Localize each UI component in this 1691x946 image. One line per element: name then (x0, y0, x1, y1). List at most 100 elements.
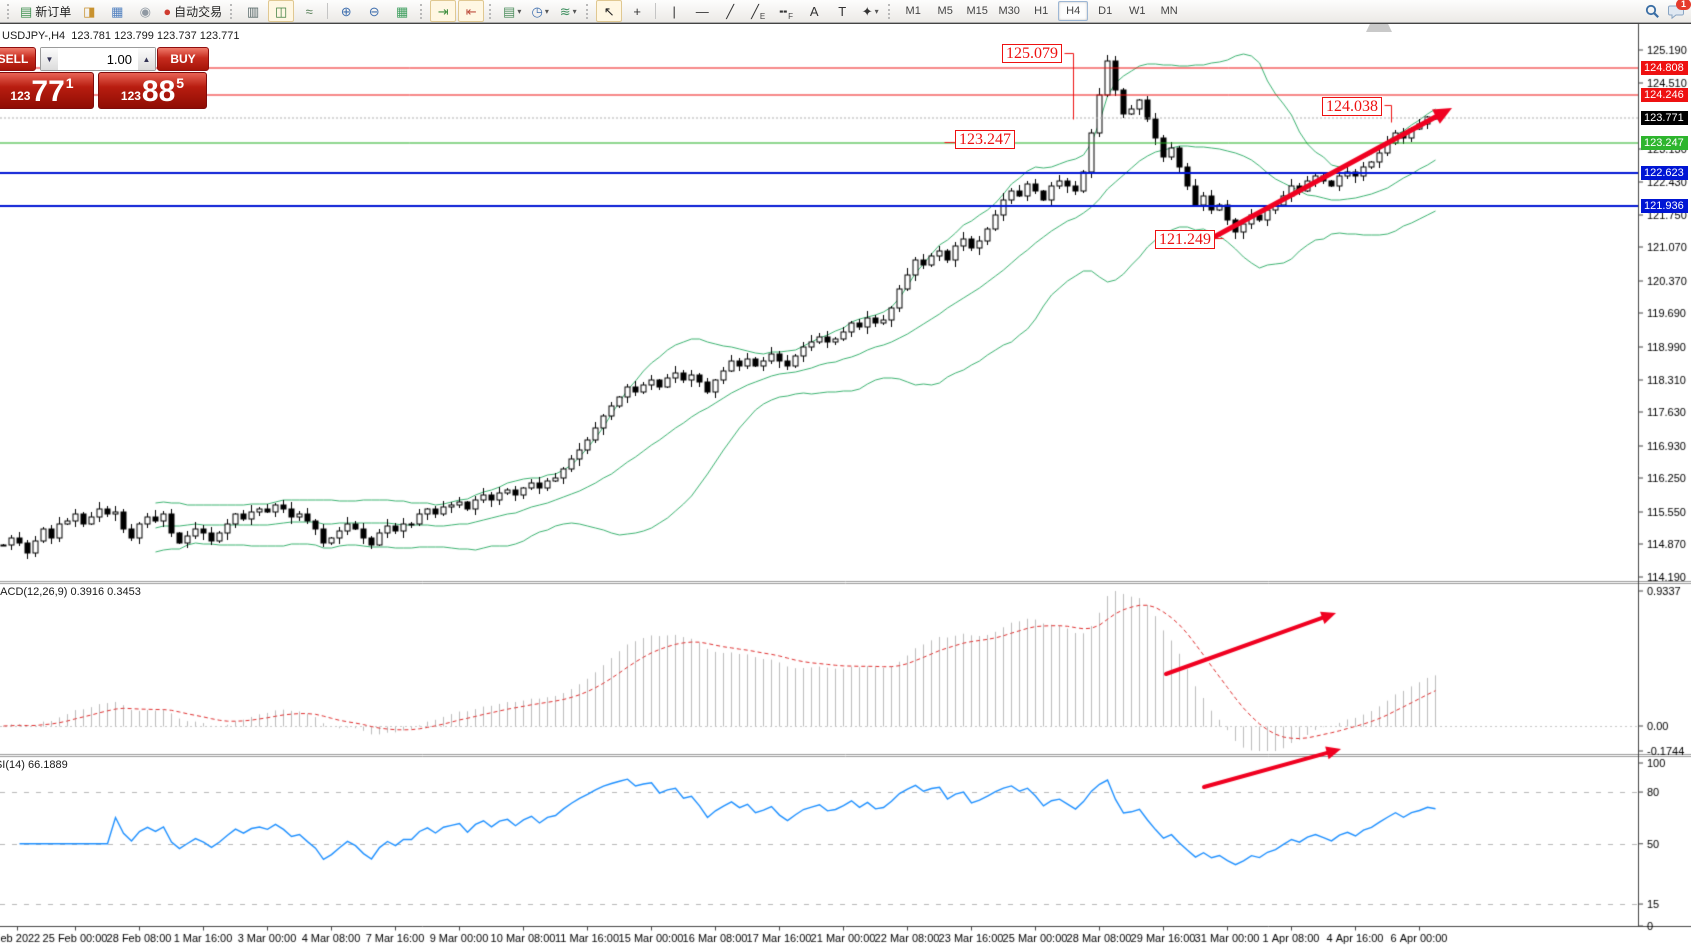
autotrading-icon: ● (163, 3, 172, 19)
arrows-icon: ✦ (861, 3, 873, 19)
dropdown-caret-icon: ▾ (544, 6, 549, 16)
equidistant-channel-icon: ╱ (751, 3, 759, 19)
price-tag-bid: 123.771 (1641, 111, 1688, 125)
text-label-button[interactable]: T (829, 0, 855, 22)
text-button[interactable]: A (801, 0, 827, 22)
timeframe-button-mn[interactable]: MN (1160, 5, 1178, 17)
toolbar-grip (420, 3, 425, 19)
new-order-label: 新订单 (35, 4, 72, 19)
volume-stepper: ▼ ▲ (40, 47, 156, 71)
toolbar-separator (327, 3, 329, 19)
autotrading-label: 自动交易 (174, 4, 223, 19)
auto-scroll-icon: ⇤ (465, 3, 477, 19)
timeframe-button-w1[interactable]: W1 (1128, 5, 1146, 17)
text-icon: A (809, 3, 819, 19)
volume-decrease-button[interactable]: ▼ (41, 48, 58, 70)
toolbar-grip (230, 3, 235, 19)
zoom-out-button[interactable]: ⊖ (361, 0, 387, 22)
profiles-icon: ◷ (531, 3, 543, 19)
zoom-in-button[interactable]: ⊕ (333, 0, 359, 22)
buy-button[interactable]: BUY (157, 47, 209, 71)
equidistant-channel-button[interactable]: ╱ E (745, 0, 771, 22)
tile-windows-button[interactable]: ▦ (389, 0, 415, 22)
timeframe-button-d1[interactable]: D1 (1098, 5, 1113, 17)
text-label-icon: T (838, 3, 847, 19)
macd-indicator-label: MACD(12,26,9) 0.3916 0.3453 (0, 586, 141, 598)
sell-button[interactable]: SELL (0, 47, 36, 71)
new-chart-button[interactable]: ▤ ▾ (499, 0, 525, 22)
toolbar-grip (586, 3, 591, 19)
timeframe-button-m5[interactable]: M5 (937, 5, 953, 17)
charts-window-button[interactable]: ▦ (104, 0, 130, 22)
profiles-button[interactable]: ◷ ▾ (527, 0, 553, 22)
dropdown-caret-icon: ▾ (572, 6, 577, 16)
cursor-icon: ↖ (603, 3, 615, 19)
new-order-button[interactable]: ▤ 新订单 (17, 0, 74, 22)
price-tag-resistance-2: 124.246 (1641, 88, 1688, 102)
callout-123247[interactable]: 123.247 (955, 130, 1015, 149)
vertical-line-button[interactable]: | (661, 0, 687, 22)
fibonacci-icon: ╍ (779, 3, 788, 19)
cursor-button[interactable]: ↖ (596, 0, 623, 22)
buy-price-integer: 123 (120, 89, 141, 103)
panel-collapse-tab[interactable] (1366, 24, 1392, 32)
buy-price-point: 5 (176, 75, 185, 91)
timeframe-button-h4[interactable]: H4 (1058, 1, 1089, 21)
indicators-icon: ≋ (559, 3, 571, 19)
search-icon[interactable] (1641, 1, 1663, 21)
bar-chart-button[interactable]: ▥ (240, 0, 266, 22)
signals-button[interactable]: ◉ (132, 0, 158, 22)
price-tag-support-green: 123.247 (1641, 136, 1688, 150)
autotrading-button[interactable]: ● 自动交易 (160, 0, 225, 22)
zoom-in-icon: ⊕ (340, 3, 352, 19)
new-chart-icon: ▤ (503, 3, 516, 19)
zoom-out-icon: ⊖ (368, 3, 380, 19)
toolbar-separator (655, 3, 657, 19)
timeframe-button-m15[interactable]: M15 (966, 5, 988, 17)
toolbar-grip (7, 3, 12, 19)
sell-price-display[interactable]: 123 77 1 (0, 72, 94, 109)
sell-price-integer: 123 (10, 89, 31, 103)
sell-price-pips: 77 (31, 75, 65, 108)
timeframe-button-m1[interactable]: M1 (905, 5, 921, 17)
fibonacci-button[interactable]: ╍ F (773, 0, 799, 22)
vertical-line-icon: | (672, 3, 676, 19)
quotes-icon: ◨ (83, 3, 96, 19)
dropdown-caret-icon: ▾ (874, 6, 879, 16)
icon-sub-letter: F (788, 12, 794, 21)
charts-window-icon: ▦ (111, 3, 124, 19)
arrows-button[interactable]: ✦ ▾ (857, 0, 883, 22)
crosshair-button[interactable]: + (624, 0, 650, 22)
volume-increase-button[interactable]: ▲ (138, 48, 155, 70)
timeframe-button-m30[interactable]: M30 (998, 5, 1020, 17)
volume-input[interactable] (58, 48, 138, 70)
sell-price-point: 1 (65, 75, 74, 91)
buy-price-pips: 88 (141, 75, 176, 108)
chart-shift-icon: ⇥ (437, 3, 449, 19)
chat-icon[interactable]: 1 (1665, 0, 1691, 21)
price-tag-resistance-1: 124.808 (1641, 61, 1688, 75)
chart-region: USDJPY-,H4 123.781 123.799 123.737 123.7… (0, 23, 1691, 946)
trendline-button[interactable]: ╱ (717, 0, 743, 22)
callout-121249[interactable]: 121.249 (1155, 230, 1215, 249)
buy-price-display[interactable]: 123 88 5 (98, 72, 207, 109)
toolbar: ▤ 新订单 ◨ ▦ ◉ ● 自动交易 ▥ ◫ ≈ ⊕ ⊖ ▦ ⇥ ⇤ ▤ ▾ ◷ ▾ ≋ ▾ ↖ + | — ╱ ╱ E ╍ F A T ✦ ▾ M… (0, 0, 1691, 23)
horizontal-line-button[interactable]: — (689, 0, 715, 22)
auto-scroll-button[interactable]: ⇤ (458, 0, 485, 22)
crosshair-icon: + (633, 3, 641, 19)
symbol-ohlc-label: USDJPY-,H4 123.781 123.799 123.737 123.7… (2, 30, 240, 42)
indicators-button[interactable]: ≋ ▾ (555, 0, 581, 22)
bar-chart-icon: ▥ (247, 3, 260, 19)
one-click-trading-panel: SELL ▼ ▲ BUY 123 77 1 123 88 5 (0, 47, 209, 132)
new-order-icon: ▤ (20, 3, 33, 19)
quotes-button[interactable]: ◨ (76, 0, 102, 22)
candlestick-chart-button[interactable]: ◫ (268, 0, 295, 22)
timeframe-button-h1[interactable]: H1 (1034, 5, 1049, 17)
toolbar-grip (888, 3, 893, 19)
chart-canvas[interactable] (0, 24, 1691, 946)
line-chart-button[interactable]: ≈ (296, 0, 322, 22)
dropdown-caret-icon: ▾ (517, 6, 522, 16)
chart-shift-button[interactable]: ⇥ (430, 0, 457, 22)
callout-124038[interactable]: 124.038 (1322, 97, 1382, 116)
callout-125079[interactable]: 125.079 (1002, 44, 1062, 63)
